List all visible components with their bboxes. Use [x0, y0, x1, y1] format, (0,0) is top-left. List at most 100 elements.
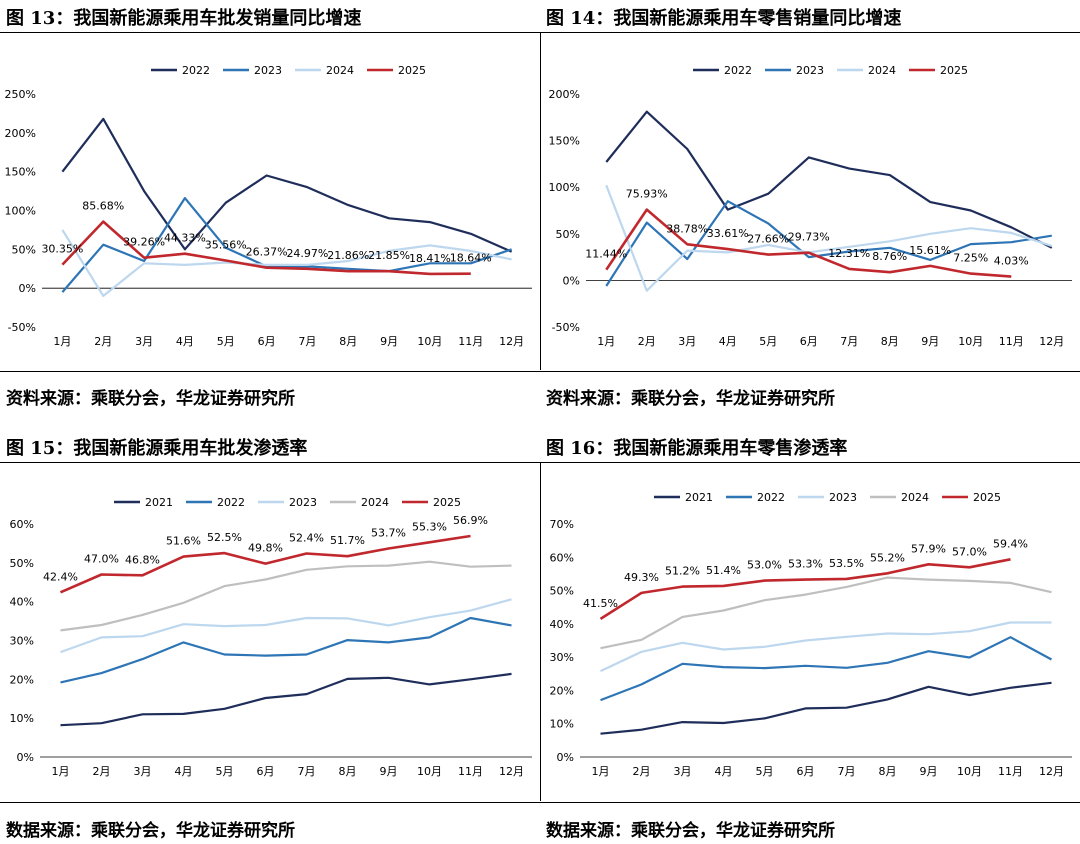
x-tick-label: 5月 — [759, 335, 777, 348]
x-tick-label: 2月 — [638, 335, 656, 348]
y-tick-label: 50% — [550, 585, 574, 598]
x-tick-label: 8月 — [339, 765, 357, 778]
y-tick-label: 0% — [17, 751, 34, 764]
y-tick-label: 40% — [550, 618, 574, 631]
legend-label-2024: 2024 — [326, 64, 354, 77]
data-label-2025: 51.4% — [706, 564, 741, 577]
y-tick-label: 0% — [563, 274, 580, 287]
data-label-2025: 57.9% — [911, 542, 946, 555]
y-tick-label: 150% — [5, 166, 36, 179]
data-label-2025: 35.56% — [205, 239, 247, 252]
y-tick-label: 30% — [550, 651, 574, 664]
x-tick-label: 3月 — [134, 765, 152, 778]
y-tick-label: 200% — [5, 127, 36, 140]
x-tick-label: 6月 — [257, 765, 275, 778]
data-label-2025: 51.2% — [665, 565, 700, 578]
figure-16: 图 16：我国新能源乘用车零售渗透率 0% 10% 20% 30% 40% 50% 60% 7… — [540, 430, 1080, 844]
y-tick-label: 60% — [10, 518, 34, 531]
y-tick-label: 10% — [10, 712, 34, 725]
legend-label-2024: 2024 — [901, 491, 929, 504]
data-label-2025: 11.44% — [585, 248, 627, 261]
y-tick-label: 70% — [550, 518, 574, 531]
frame-divider-top — [540, 32, 541, 370]
figure-14-title: 图 14：我国新能源乘用车零售销量同比增速 — [546, 8, 902, 29]
series-line-2022 — [600, 636, 1053, 702]
data-label-2025: 56.9% — [453, 514, 488, 527]
data-label-2025: 53.7% — [371, 526, 406, 539]
series-line-2022 — [605, 110, 1053, 249]
y-tick-label: 20% — [10, 673, 34, 686]
x-tick-label: 7月 — [838, 765, 856, 778]
x-tick-label: 7月 — [298, 765, 316, 778]
data-label-2025: 39.26% — [123, 236, 165, 249]
x-tick-label: 10月 — [417, 765, 442, 778]
data-label-2025: 18.64% — [450, 252, 492, 265]
data-label-2025: 29.73% — [788, 231, 830, 244]
legend-label-2022: 2022 — [724, 64, 752, 77]
series-line-2025 — [599, 558, 1011, 620]
x-tick-label: 11月 — [458, 335, 483, 348]
x-tick-label: 12月 — [499, 335, 524, 348]
legend-label-2021: 2021 — [685, 491, 713, 504]
series-line-2022 — [60, 616, 512, 684]
x-tick-label: 1月 — [597, 335, 615, 348]
data-label-2025: 57.0% — [952, 545, 987, 558]
series-line-2024 — [60, 560, 512, 632]
x-tick-label: 3月 — [135, 335, 153, 348]
x-tick-label: 2月 — [94, 335, 112, 348]
y-tick-label: 100% — [5, 205, 36, 218]
data-label-2025: 52.4% — [289, 532, 324, 545]
data-label-2025: 24.97% — [286, 247, 328, 260]
x-tick-label: 8月 — [881, 335, 899, 348]
series-line-2025 — [61, 220, 471, 276]
x-tick-label: 4月 — [719, 335, 737, 348]
x-tick-label: 9月 — [380, 765, 398, 778]
y-tick-label: -50% — [8, 321, 36, 334]
data-label-2025: 53.5% — [829, 557, 864, 570]
data-label-2025: 8.76% — [872, 250, 907, 263]
y-tick-label: 150% — [549, 135, 580, 148]
figure-14-source: 资料来源：乘联分会，华龙证券研究所 — [546, 389, 835, 409]
figure-14: 图 14：我国新能源乘用车零售销量同比增速 -50% 0% 50% 100% 150% 2… — [540, 0, 1080, 420]
series-line-2023 — [605, 200, 1052, 287]
series-line-2024 — [600, 576, 1052, 650]
legend-label-2023: 2023 — [796, 64, 824, 77]
x-tick-label: 5月 — [216, 765, 234, 778]
data-label-2025: 75.93% — [626, 188, 668, 201]
data-label-2025: 26.37% — [246, 246, 288, 259]
y-tick-label: 200% — [549, 88, 580, 101]
x-tick-label: 10月 — [957, 765, 982, 778]
chart-13: -50% 0% 50% 100% 150% 200% 250% 1月 2月 3月 4月 5月 6月 7月 8… — [5, 64, 532, 348]
series-line-2024 — [61, 229, 512, 297]
y-tick-label: 20% — [550, 684, 574, 697]
x-tick-label: 10月 — [958, 335, 983, 348]
data-label-2025: 53.3% — [788, 558, 823, 571]
x-tick-label: 8月 — [879, 765, 897, 778]
x-tick-label: 10月 — [417, 335, 442, 348]
x-tick-label: 5月 — [217, 335, 235, 348]
legend-label-2025: 2025 — [398, 64, 426, 77]
x-tick-label: 4月 — [176, 335, 194, 348]
x-tick-label: 4月 — [175, 765, 193, 778]
x-tick-label: 4月 — [715, 765, 733, 778]
legend-label-2023: 2023 — [289, 496, 317, 509]
x-tick-label: 2月 — [633, 765, 651, 778]
series-line-2022 — [61, 117, 513, 253]
data-label-2025: 59.4% — [993, 537, 1028, 550]
data-label-2025: 51.6% — [166, 535, 201, 548]
legend-label-2022: 2022 — [182, 64, 210, 77]
data-label-2025: 15.61% — [909, 244, 951, 257]
x-tick-label: 3月 — [674, 765, 692, 778]
data-label-2025: 18.41% — [409, 252, 451, 265]
y-tick-label: 10% — [550, 718, 574, 731]
data-label-2025: 33.61% — [707, 227, 749, 240]
data-label-2025: 55.2% — [870, 551, 905, 564]
x-tick-label: 2月 — [93, 765, 111, 778]
data-label-2025: 41.5% — [583, 597, 618, 610]
data-label-2025: 27.66% — [747, 233, 789, 246]
x-tick-label: 9月 — [921, 335, 939, 348]
data-label-2025: 85.68% — [82, 200, 124, 213]
series-line-2025 — [605, 208, 1012, 278]
x-tick-label: 11月 — [999, 335, 1024, 348]
series-line-2024 — [605, 184, 1053, 292]
